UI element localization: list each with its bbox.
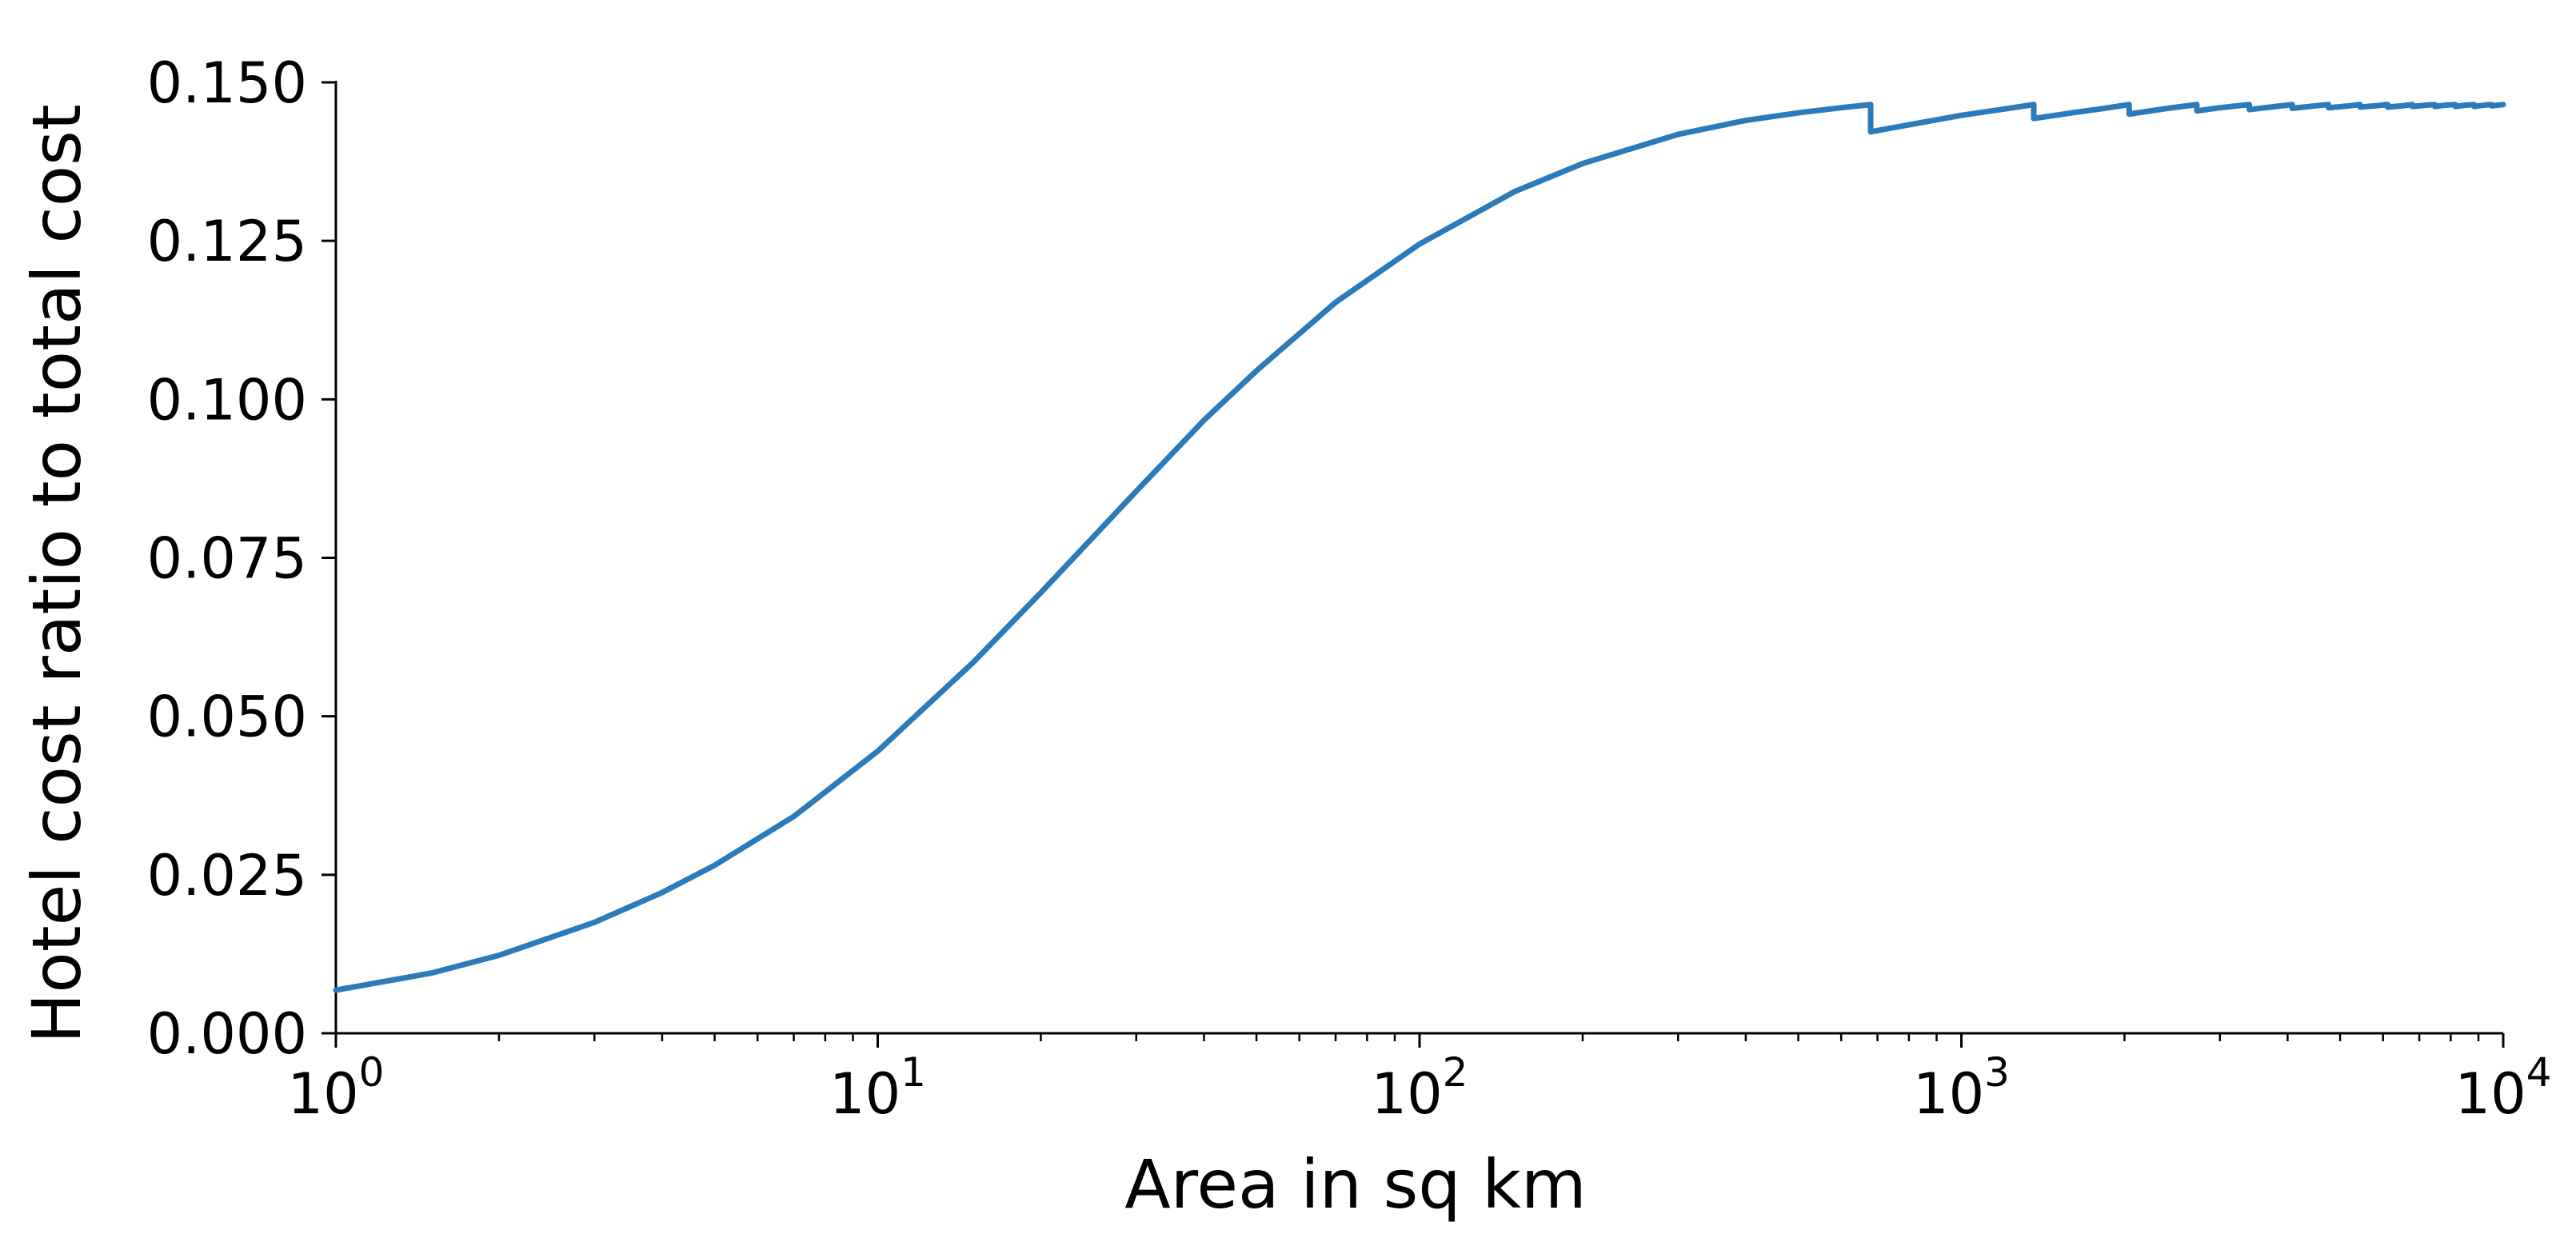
x-axis-ticks: 100 101 102 103 104 <box>288 1033 2552 1127</box>
x-tick-label: 102 <box>1372 1049 1468 1127</box>
y-tick-label: 0.050 <box>147 685 307 750</box>
y-tick-label: 0.125 <box>147 209 307 274</box>
y-tick-label: 0.000 <box>147 1001 307 1067</box>
series-line <box>333 102 2506 993</box>
y-tick-label: 0.100 <box>147 367 307 433</box>
x-tick-label: 101 <box>829 1049 926 1127</box>
x-tick-label: 104 <box>2455 1049 2552 1127</box>
x-tick-label: 100 <box>288 1049 385 1127</box>
y-tick-label: 0.075 <box>147 526 307 592</box>
x-axis-title: Area in sq km <box>1124 1145 1587 1224</box>
y-axis-ticks: 0.000 0.025 0.050 0.075 0.100 0.125 0.150 <box>147 50 336 1067</box>
y-tick-label: 0.025 <box>147 843 307 909</box>
y-axis-title: Hotel cost ratio to total cost <box>18 104 96 1044</box>
y-tick-label: 0.150 <box>147 50 307 116</box>
x-tick-label: 103 <box>1913 1049 2010 1127</box>
